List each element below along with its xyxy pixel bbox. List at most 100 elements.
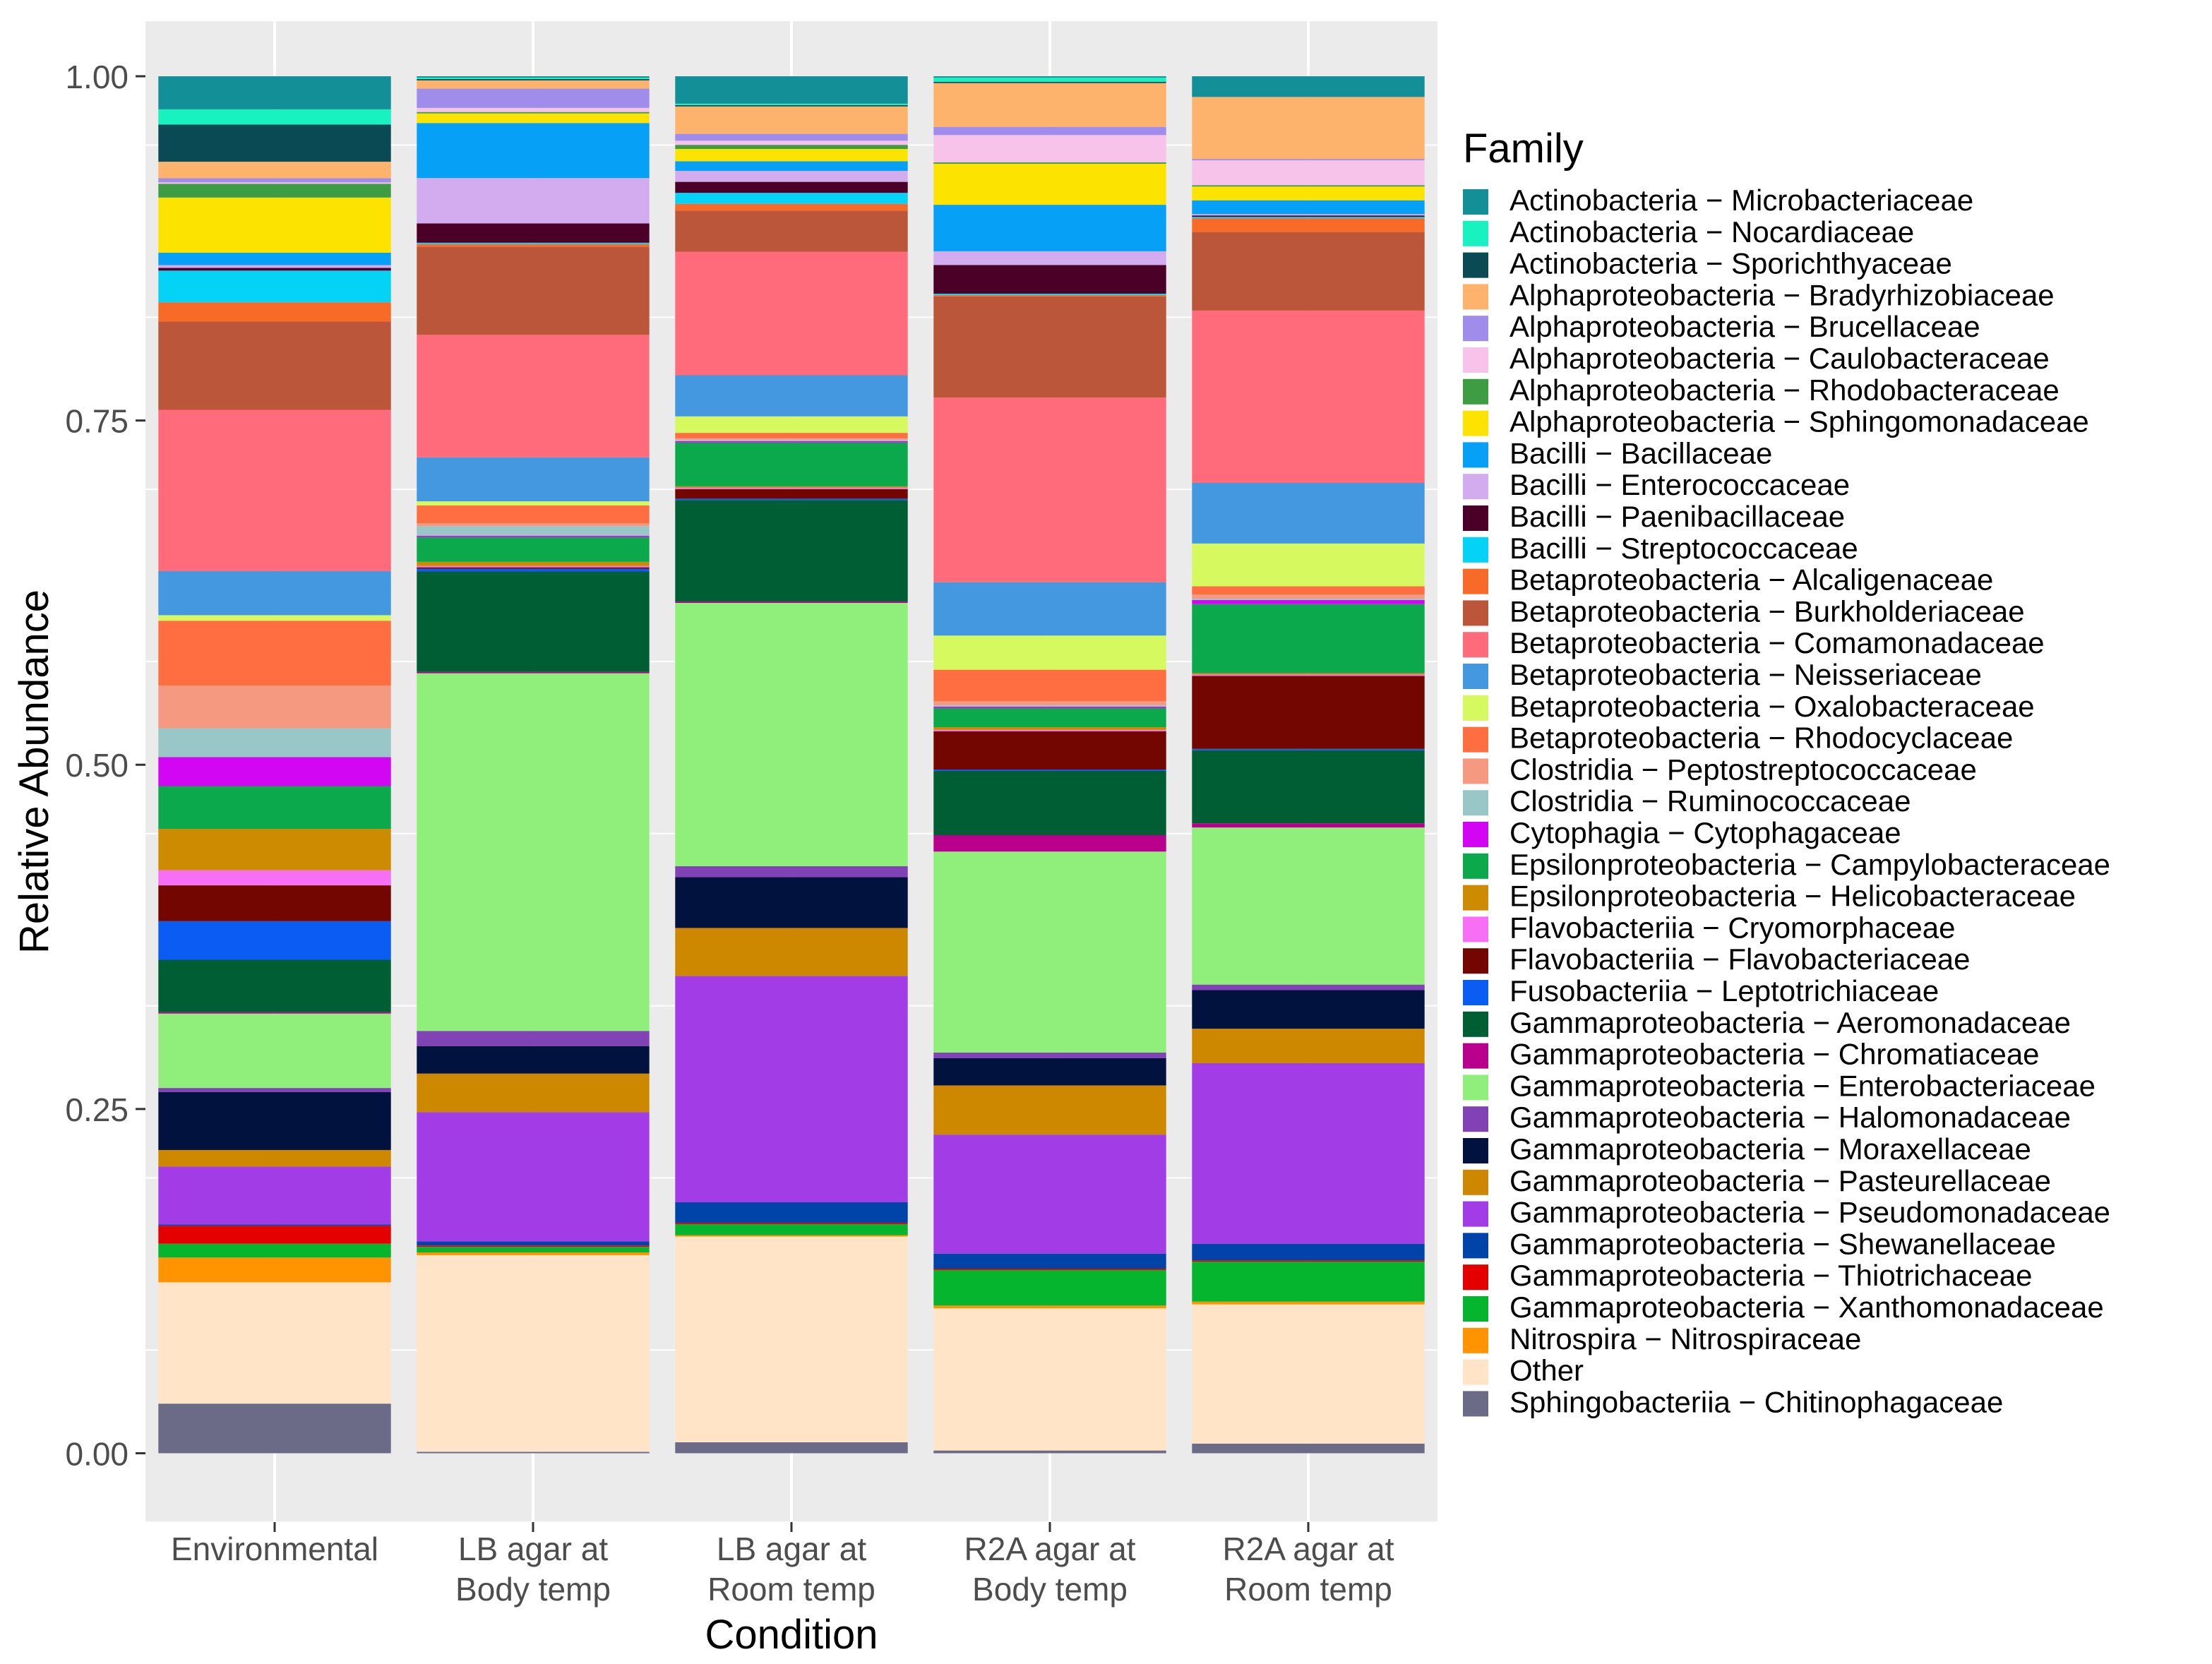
bar-segment-betaproteobacteria-rhodocyclaceae [675,433,908,438]
bar-segment-fusobacteriia-leptotrichiaceae [417,568,650,572]
legend-label: Gammaproteobacteria − Chromatiaceae [1509,1038,2040,1071]
bar-segment-betaproteobacteria-rhodocyclaceae [1192,586,1425,595]
bar-segment-gammaproteobacteria-pasteurellaceae [933,1085,1166,1135]
legend-key [1463,1201,1488,1227]
bar-segment-betaproteobacteria-alcaligenaceae [417,244,650,247]
bar-segment-gammaproteobacteria-moraxellaceae [158,1091,391,1150]
legend-key [1463,1075,1488,1101]
bar-segment-gammaproteobacteria-pasteurellaceae [417,1073,650,1113]
bar-segment-alphaproteobacteria-bradyrhizobiaceae [417,80,650,89]
bar-segment-gammaproteobacteria-pseudomonadaceae [417,1112,650,1242]
bar-segment-betaproteobacteria-alcaligenaceae [933,294,1166,297]
bar-segment-clostridia-peptostreptococcaceae [417,523,650,527]
bar-segment-gammaproteobacteria-shewanellaceae [417,1241,650,1246]
legend-label: Betaproteobacteria − Rhodocyclaceae [1509,722,2013,755]
bar-segment-gammaproteobacteria-moraxellaceae [933,1058,1166,1086]
bar-segment-gammaproteobacteria-aeromonadaceae [417,571,650,672]
bar-segment-epsilonproteobacteria-helicobacteraceae [675,486,908,488]
bar-segment-sphingobacteriia-chitinophagaceae [933,1450,1166,1454]
bar-segment-gammaproteobacteria-pseudomonadaceae [1192,1063,1425,1244]
bar-segment-bacilli-streptococcaceae [1192,217,1425,219]
bar-segment-cytophagia-cytophagaceae [675,441,908,443]
legend-label: Flavobacteriia − Flavobacteriaceae [1509,942,1971,976]
bar-segment-gammaproteobacteria-shewanellaceae [1192,1243,1425,1261]
legend-key [1463,695,1488,721]
bar-segment-bacilli-enterococcaceae [417,178,650,224]
bar-segment-bacilli-streptococcaceae [675,193,908,204]
bar-segment-gammaproteobacteria-halomonadaceae [675,866,908,878]
bar-segment-bacilli-bacillaceae [675,161,908,172]
bar-segment-flavobacteriia-cryomorphaceae [417,565,650,568]
legend-key [1463,410,1488,436]
bar-segment-bacilli-bacillaceae [933,205,1166,251]
bar-segment-alphaproteobacteria-sphingomonadaceae [417,113,650,124]
bar-segment-betaproteobacteria-alcaligenaceae [675,203,908,211]
bar-segment-betaproteobacteria-comamonadaceae [675,251,908,376]
legend-label: Betaproteobacteria − Alcaligenaceae [1509,563,1993,597]
legend-label: Epsilonproteobacteria − Helicobacteracea… [1509,880,2076,913]
bar-segment-bacilli-paenibacillaceae [933,265,1166,294]
bar-segment-actinobacteria-nocardiaceae [675,103,908,105]
bar-segment-alphaproteobacteria-rhodobacteraceae [675,145,908,149]
bar-segment-nitrospira-nitrospiraceae [1192,1301,1425,1305]
bar-segment-flavobacteriia-flavobacteriaceae [1192,676,1425,749]
bar-segment-alphaproteobacteria-caulobacteraceae [417,107,650,112]
bar-segment-gammaproteobacteria-chromatiaceae [1192,823,1425,828]
legend-key [1463,726,1488,753]
bar-segment-epsilonproteobacteria-campylobacteraceae [933,707,1166,727]
legend-key [1463,1391,1488,1417]
legend-label: Gammaproteobacteria − Thiotrichaceae [1509,1259,2032,1292]
bar-segment-actinobacteria-sporichthyaceae [417,78,650,80]
legend-key [1463,1106,1488,1132]
bar-segment-gammaproteobacteria-xanthomonadaceae [675,1224,908,1235]
legend-label: Gammaproteobacteria − Enterobacteriaceae [1509,1069,2096,1102]
bar-segment-other [1192,1304,1425,1444]
bar-segment-betaproteobacteria-rhodocyclaceae [933,669,1166,702]
bar-segment-gammaproteobacteria-aeromonadaceae [1192,750,1425,824]
bar-segment-bacilli-paenibacillaceae [158,268,391,271]
bar-segment-fusobacteriia-leptotrichiaceae [1192,748,1425,750]
bar-segment-gammaproteobacteria-halomonadaceae [417,1031,650,1046]
bar-segment-gammaproteobacteria-chromatiaceae [933,834,1166,852]
bar-segment-bacilli-enterococcaceae [675,171,908,182]
bar-segment-betaproteobacteria-neisseriaceae [158,570,391,616]
bar-segment-other [417,1255,650,1452]
bar-segment-other [158,1282,391,1404]
legend-label: Cytophagia − Cytophagaceae [1509,816,1901,849]
bar-segment-clostridia-ruminococcaceae [1192,598,1425,600]
legend-key [1463,1327,1488,1353]
bar-segment-cytophagia-cytophagaceae [933,706,1166,708]
bar-segment-gammaproteobacteria-enterobacteriaceae [417,673,650,1031]
bar-segment-clostridia-peptostreptococcaceae [1192,594,1425,599]
bar-segment-actinobacteria-nocardiaceae [417,77,650,79]
bar-segment-bacilli-enterococcaceae [933,251,1166,265]
bar-segment-nitrospira-nitrospiraceae [675,1235,908,1237]
bar-segment-gammaproteobacteria-moraxellaceae [675,877,908,928]
bar-segment-cytophagia-cytophagaceae [1192,599,1425,604]
bar-segment-flavobacteriia-flavobacteriaceae [417,567,650,569]
bar-segment-gammaproteobacteria-chromatiaceae [675,601,908,604]
bar-segment-actinobacteria-sporichthyaceae [933,81,1166,83]
bar-segment-actinobacteria-nocardiaceae [158,109,391,125]
bar-segment-alphaproteobacteria-rhodobacteraceae [158,184,391,198]
bar-segment-alphaproteobacteria-caulobacteraceae [933,135,1166,163]
legend-label: Alphaproteobacteria − Bradyrhizobiaceae [1509,278,2055,311]
bar-segment-actinobacteria-nocardiaceae [933,77,1166,82]
y-tick-label: 0.50 [65,747,128,784]
bar-segment-betaproteobacteria-alcaligenaceae [158,302,391,322]
y-tick-label: 0.00 [65,1435,128,1472]
legend-label: Actinobacteria − Nocardiaceae [1509,215,1914,249]
x-tick-label: R2A agar at Body temp [964,1531,1136,1608]
bar-segment-bacilli-enterococcaceae [1192,214,1425,216]
bar-segment-betaproteobacteria-alcaligenaceae [1192,218,1425,232]
bar-segment-betaproteobacteria-neisseriaceae [1192,482,1425,544]
bar-segment-alphaproteobacteria-sphingomonadaceae [158,197,391,253]
legend-key [1463,537,1488,563]
legend-label: Gammaproteobacteria − Halomonadaceae [1509,1101,2071,1134]
bar-segment-alphaproteobacteria-sphingomonadaceae [675,148,908,162]
bar-segment-gammaproteobacteria-xanthomonadaceae [933,1269,1166,1306]
bar-segment-gammaproteobacteria-pseudomonadaceae [675,976,908,1202]
bar-segment-gammaproteobacteria-enterobacteriaceae [933,851,1166,1053]
bar-segment-bacilli-bacillaceae [1192,200,1425,215]
bar-segment-epsilonproteobacteria-campylobacteraceae [675,442,908,486]
